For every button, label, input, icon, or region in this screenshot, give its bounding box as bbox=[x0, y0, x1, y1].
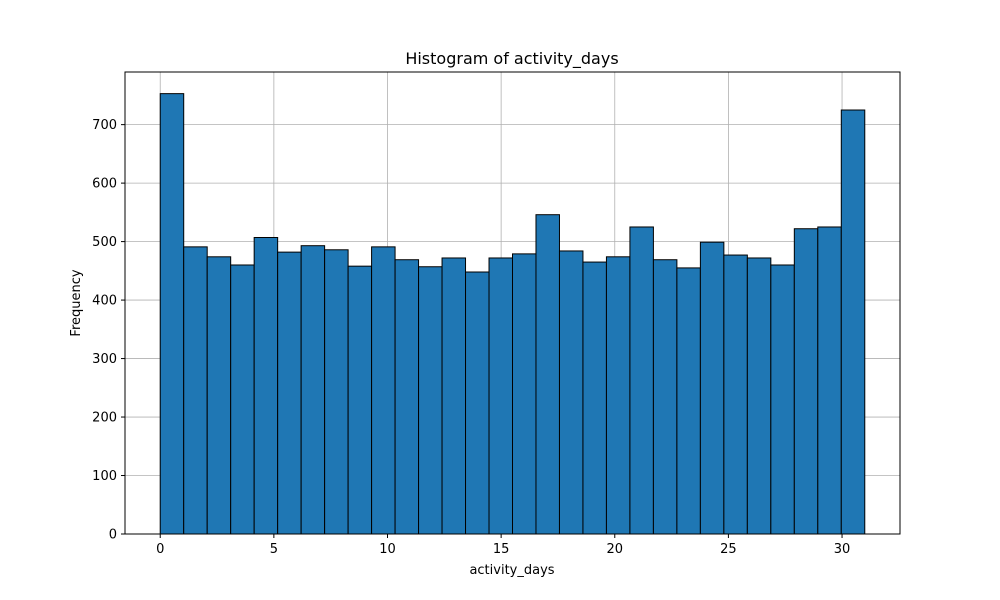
x-axis-label: activity_days bbox=[469, 563, 554, 578]
y-tick-label-7: 700 bbox=[92, 118, 117, 133]
bar-18 bbox=[582, 261, 607, 535]
y-tick-label-5: 500 bbox=[92, 235, 117, 250]
bar-10 bbox=[394, 259, 420, 535]
x-tick-label-5: 25 bbox=[720, 542, 737, 557]
bar-16 bbox=[535, 214, 560, 535]
plot-area-frame bbox=[124, 71, 901, 535]
bar-28 bbox=[817, 226, 842, 535]
bar-1 bbox=[183, 246, 208, 535]
y-tick-label-1: 100 bbox=[92, 469, 117, 484]
bar-15 bbox=[512, 253, 537, 535]
y-tick-label-0: 0 bbox=[109, 528, 117, 543]
y-tick-label-3: 300 bbox=[92, 352, 117, 367]
bar-27 bbox=[793, 228, 819, 535]
x-tick-label-3: 15 bbox=[493, 542, 510, 557]
x-tick-label-2: 10 bbox=[379, 542, 396, 557]
bar-9 bbox=[371, 246, 396, 535]
chart-title: Histogram of activity_days bbox=[405, 49, 618, 69]
bar-20 bbox=[629, 226, 654, 535]
bar-26 bbox=[770, 264, 795, 535]
bar-11 bbox=[418, 266, 443, 535]
bar-12 bbox=[441, 257, 467, 535]
bar-4 bbox=[253, 237, 279, 535]
bar-14 bbox=[488, 257, 513, 535]
x-tick-label-6: 30 bbox=[834, 542, 851, 557]
bar-2 bbox=[206, 256, 232, 535]
bar-19 bbox=[605, 256, 631, 535]
bar-25 bbox=[746, 257, 772, 535]
x-tick-label-0: 0 bbox=[156, 542, 164, 557]
y-axis-label: Frequency bbox=[69, 269, 84, 336]
bar-7 bbox=[324, 249, 349, 535]
x-axis-ticks: 0 5 10 15 20 25 30 bbox=[156, 534, 850, 557]
bar-21 bbox=[652, 259, 678, 535]
bar-6 bbox=[300, 245, 326, 535]
bar-8 bbox=[347, 265, 373, 535]
bar-3 bbox=[230, 264, 255, 535]
x-tick-label-4: 20 bbox=[606, 542, 623, 557]
histogram-bars bbox=[159, 93, 866, 535]
y-axis-ticks: 0 100 200 300 400 500 600 700 bbox=[92, 118, 125, 543]
y-tick-label-6: 600 bbox=[92, 177, 117, 192]
bar-23 bbox=[699, 241, 725, 535]
y-tick-label-4: 400 bbox=[92, 294, 117, 309]
bar-5 bbox=[277, 251, 302, 535]
bar-24 bbox=[723, 254, 748, 535]
bar-13 bbox=[465, 271, 490, 535]
bar-0 bbox=[159, 93, 185, 535]
bar-29 bbox=[840, 109, 866, 535]
bar-22 bbox=[676, 267, 701, 535]
bar-17 bbox=[558, 250, 584, 535]
x-tick-label-1: 5 bbox=[270, 542, 278, 557]
y-tick-label-2: 200 bbox=[92, 411, 117, 426]
